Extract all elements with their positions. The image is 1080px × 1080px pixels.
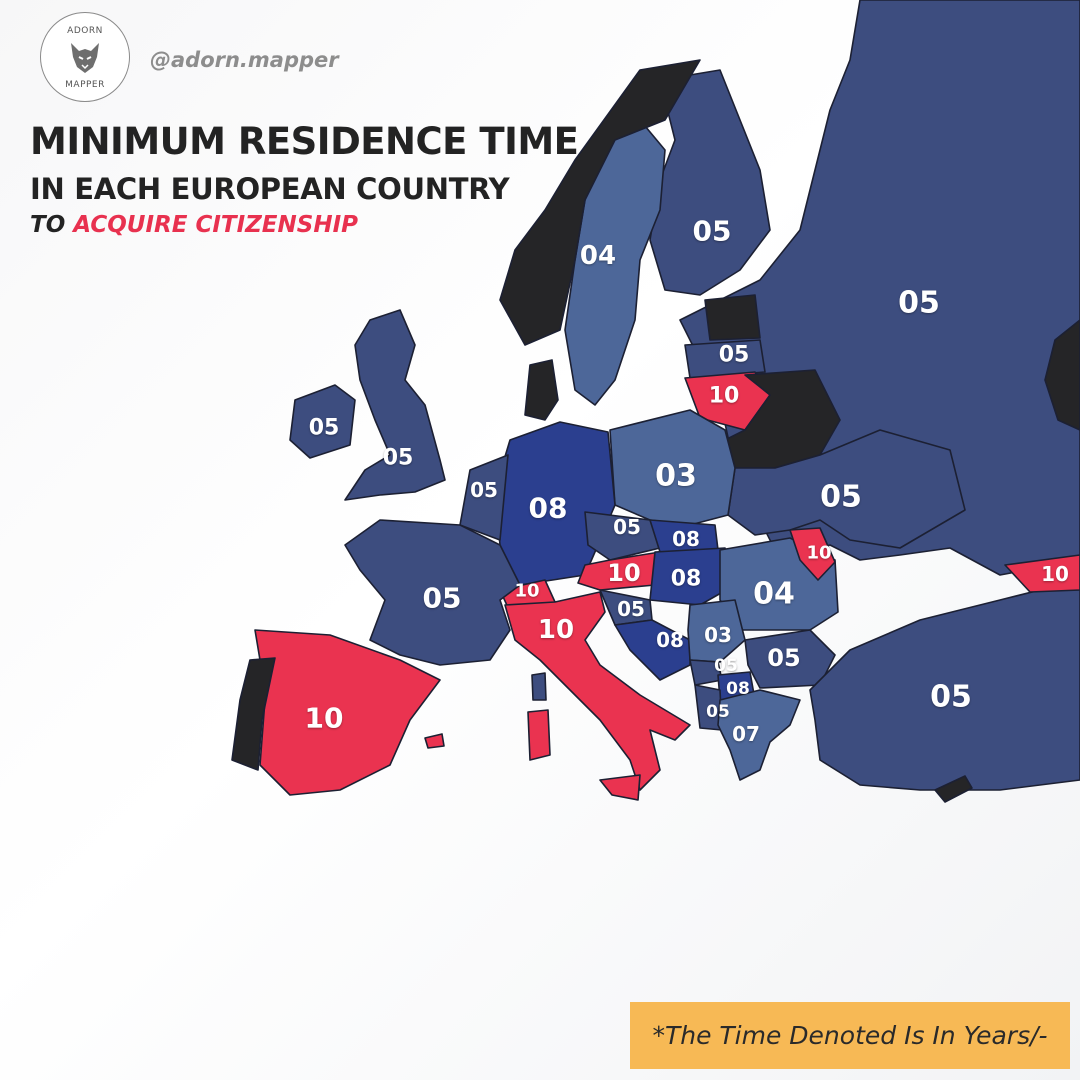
title-line-2: IN EACH EUROPEAN COUNTRY xyxy=(30,172,510,206)
region-denmark xyxy=(524,359,559,421)
label-benelux: 05 xyxy=(470,478,498,502)
label-ukraine: 05 xyxy=(820,479,862,515)
label-turkey: 05 xyxy=(930,679,972,715)
region-serbia xyxy=(687,599,746,663)
region-sardinia xyxy=(527,709,551,761)
title-line-3-prefix: TO xyxy=(30,212,74,238)
region-poland xyxy=(609,409,736,526)
label-latvia: 05 xyxy=(718,342,750,368)
title-line-3-highlight: ACQUIRE CITIZENSHIP xyxy=(73,212,358,238)
label-georgia: 10 xyxy=(1041,562,1069,586)
region-corsica xyxy=(531,672,547,701)
region-moldova xyxy=(789,527,836,581)
label-lithuania: 10 xyxy=(708,383,740,409)
label-austria: 10 xyxy=(607,559,641,587)
label-albania: 05 xyxy=(706,702,730,722)
label-slovenia: 05 xyxy=(617,597,645,621)
label-serbia: 03 xyxy=(704,623,732,647)
region-greece xyxy=(717,689,801,781)
label-uk: 05 xyxy=(382,445,414,471)
label-romania: 04 xyxy=(753,576,795,612)
label-macedonia: 08 xyxy=(726,679,750,699)
logo-top-text: ADORN xyxy=(67,26,103,36)
footnote-text: *The Time Denoted Is In Years/- xyxy=(652,1021,1048,1050)
label-poland: 03 xyxy=(655,458,697,494)
label-germany: 08 xyxy=(528,491,568,525)
region-hungary xyxy=(649,547,736,606)
region-croatia-bosnia xyxy=(614,619,691,681)
region-ireland xyxy=(289,384,356,459)
region-sicily xyxy=(599,774,641,801)
label-spain: 10 xyxy=(304,701,344,735)
label-sweden: 04 xyxy=(579,241,617,271)
label-greece: 07 xyxy=(732,722,760,746)
region-czechia xyxy=(584,511,661,561)
region-portugal xyxy=(231,657,276,771)
label-moldova: 10 xyxy=(806,542,832,564)
region-france xyxy=(344,519,521,666)
title-line-1: MINIMUM RESIDENCE TIME xyxy=(30,120,579,163)
label-finland: 05 xyxy=(692,214,732,248)
label-czechia: 05 xyxy=(613,515,641,539)
region-italy xyxy=(504,591,691,791)
label-hungary: 08 xyxy=(670,566,702,592)
region-east-no-data xyxy=(1044,319,1080,431)
label-croatia-bosnia: 08 xyxy=(656,628,684,652)
label-italy: 10 xyxy=(537,615,575,645)
label-ireland: 05 xyxy=(308,415,340,441)
region-balearic xyxy=(424,733,445,749)
logo-bottom-text: MAPPER xyxy=(65,80,105,90)
brand-logo: ADORN MAPPER xyxy=(40,12,130,102)
region-estonia xyxy=(704,294,761,341)
region-ukraine xyxy=(727,429,966,549)
region-latvia xyxy=(684,339,766,379)
region-georgia xyxy=(1004,554,1080,593)
label-slovakia: 08 xyxy=(672,527,700,551)
region-benelux xyxy=(459,454,509,541)
region-turkey xyxy=(809,579,1080,791)
label-russia: 05 xyxy=(898,285,940,321)
region-uk xyxy=(344,309,446,501)
region-norway xyxy=(499,59,701,346)
title-line-3: TO ACQUIRE CITIZENSHIP xyxy=(30,212,358,238)
label-france: 05 xyxy=(422,581,462,615)
label-bulgaria: 05 xyxy=(767,644,801,672)
region-cyprus xyxy=(934,775,973,803)
brand-handle: @adorn.mapper xyxy=(150,48,339,72)
label-montenegro: 05 xyxy=(714,656,738,676)
label-switzerland: 10 xyxy=(514,580,540,602)
wolf-icon xyxy=(71,43,99,73)
footnote-box: *The Time Denoted Is In Years/- xyxy=(630,1002,1070,1069)
